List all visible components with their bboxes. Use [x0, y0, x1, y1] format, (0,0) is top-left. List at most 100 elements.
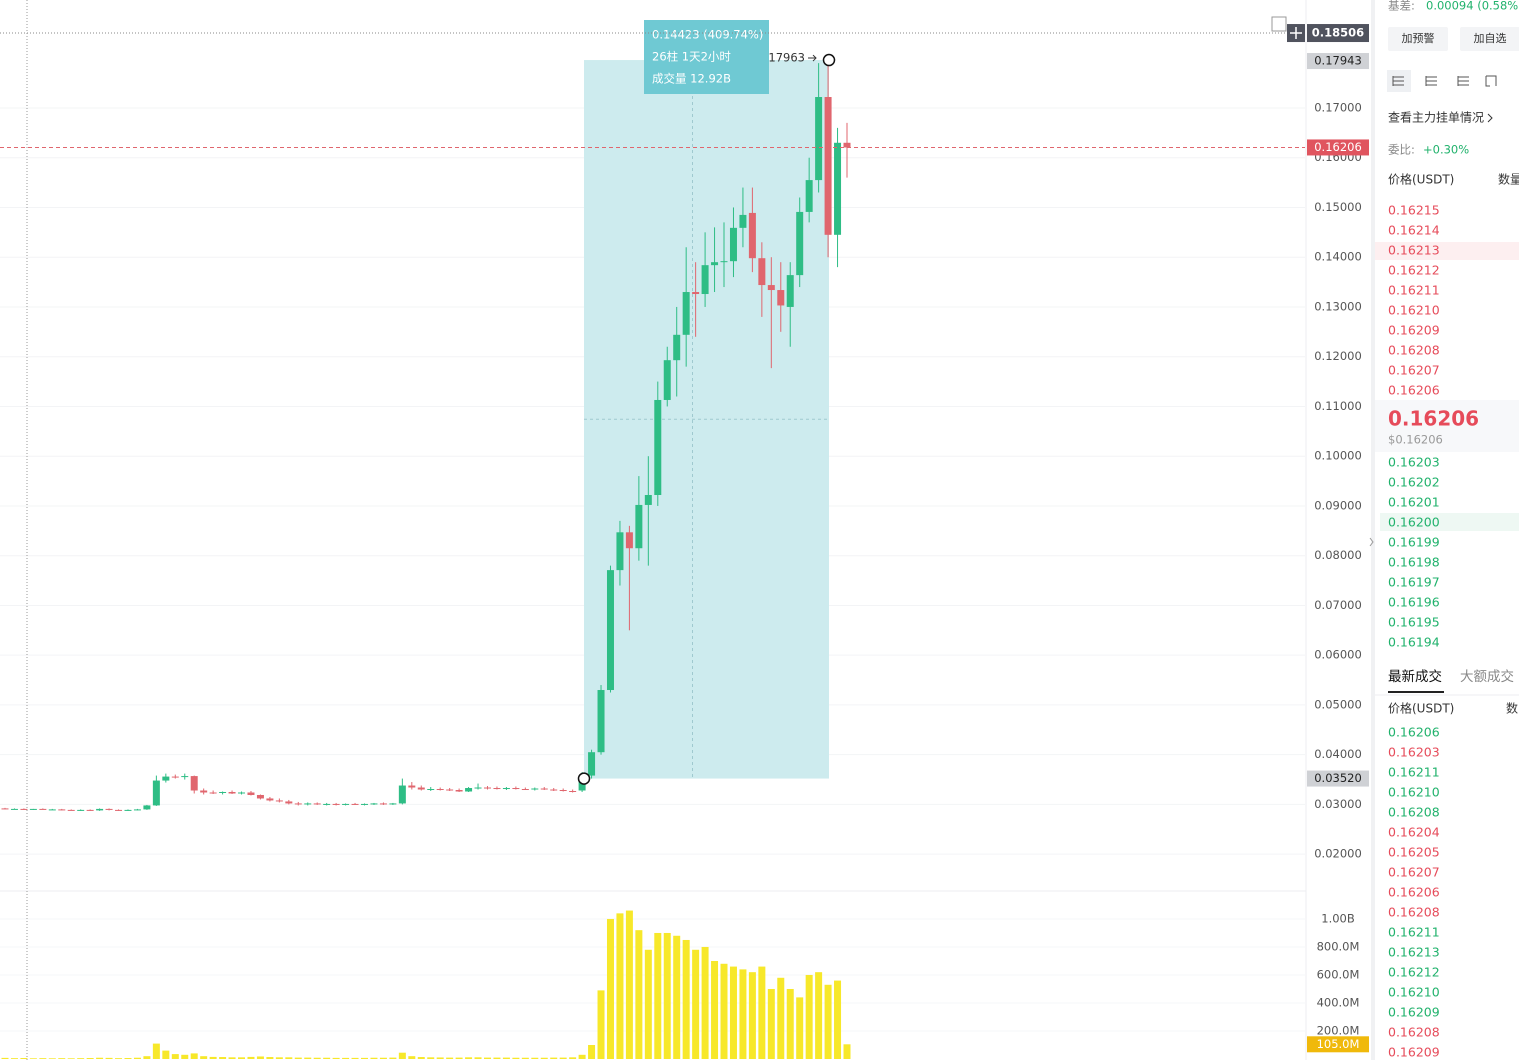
candle-body	[124, 809, 132, 811]
volume-bar	[143, 1056, 151, 1059]
volume-bar	[711, 960, 719, 1059]
trade-price: 0.16209	[1388, 1005, 1440, 1020]
measure-tooltip	[644, 20, 769, 94]
candle-body	[540, 788, 548, 790]
candle-body	[29, 808, 37, 810]
volume-bar	[20, 1058, 28, 1059]
volume-bar	[748, 972, 756, 1059]
volume-bar	[692, 949, 700, 1059]
candle-body	[531, 788, 539, 790]
volume-bar	[654, 932, 662, 1059]
candle-body	[824, 97, 832, 235]
candle-body	[398, 785, 406, 804]
candle-body	[673, 334, 681, 361]
icon-both[interactable]	[1392, 76, 1404, 86]
bid-price: 0.16199	[1388, 535, 1440, 550]
trade-price: 0.16212	[1388, 965, 1440, 980]
ask-price: 0.16211	[1388, 283, 1440, 298]
volume-bar	[408, 1056, 416, 1059]
icon-bids[interactable]	[1457, 76, 1469, 86]
order-link[interactable]: 查看主力挂单情况	[1388, 111, 1484, 125]
volume-bar	[48, 1058, 56, 1059]
bid-price: 0.16201	[1388, 495, 1440, 510]
candle-body	[200, 790, 208, 793]
volume-bar	[805, 974, 813, 1059]
measure-tooltip-line: 0.14423 (409.74%)	[652, 28, 763, 42]
volume-bar	[219, 1057, 227, 1059]
icon-asks[interactable]	[1425, 76, 1437, 86]
volume-bar	[436, 1057, 444, 1059]
trade-price: 0.16209	[1388, 1045, 1440, 1060]
volume-bar	[465, 1057, 473, 1059]
candle-body	[616, 532, 624, 571]
candle-body	[663, 360, 671, 400]
action-button-label[interactable]: 加自选	[1474, 32, 1507, 45]
y-tick-label: 0.17000	[1314, 100, 1362, 114]
trade-price: 0.16206	[1388, 725, 1440, 740]
last-price-usd: $0.16206	[1388, 433, 1443, 447]
candle-body	[682, 292, 690, 335]
link-arrow[interactable]	[1487, 113, 1493, 123]
candle-body	[521, 789, 529, 791]
candle-body	[446, 789, 454, 791]
measure-arrow	[808, 54, 817, 62]
candle-body	[39, 808, 47, 810]
trade-price: 0.16211	[1388, 765, 1440, 780]
candle-body	[644, 494, 652, 505]
candle-body	[285, 801, 293, 804]
candle-body	[758, 258, 766, 286]
volume-bar	[616, 913, 624, 1059]
trade-header-qty: 数	[1506, 701, 1518, 716]
icon-depth[interactable]	[1485, 75, 1497, 87]
candle-body	[96, 808, 104, 811]
measure-tooltip-line: 成交量 12.92B	[652, 72, 731, 86]
action-button[interactable]	[1460, 27, 1519, 51]
fullscreen-icon[interactable]	[1271, 16, 1287, 32]
volume-bar	[455, 1057, 463, 1059]
panel-divider	[1371, 0, 1375, 1060]
bid-price: 0.16195	[1388, 615, 1440, 630]
volume-bar	[777, 977, 785, 1059]
volume-bar	[351, 1057, 359, 1059]
candle-body	[379, 803, 387, 805]
y-tick-label: 0.15000	[1314, 200, 1362, 214]
volume-bar	[663, 932, 671, 1059]
candle-body	[370, 803, 378, 805]
volume-bar	[77, 1058, 85, 1059]
crosshair-tag	[1307, 24, 1369, 43]
volume-bar	[559, 1057, 567, 1059]
action-button[interactable]	[1388, 27, 1448, 51]
collapse-arrow[interactable]	[1369, 537, 1374, 547]
volume-bar	[796, 997, 804, 1059]
candle-body	[58, 809, 66, 811]
volume-bar	[256, 1056, 264, 1059]
candle-body	[748, 212, 756, 259]
measure-start[interactable]	[577, 772, 591, 785]
candle-body	[48, 809, 56, 811]
trade-price: 0.16211	[1388, 925, 1440, 940]
volume-bar	[550, 1057, 558, 1059]
action-button-label[interactable]: 加预警	[1402, 31, 1435, 45]
volume-bar	[625, 910, 633, 1059]
volume-bar	[843, 1044, 851, 1059]
crosshair-add-icon[interactable]	[1290, 27, 1302, 40]
measure-tooltip-line: 26柱 1天2小时	[652, 50, 731, 64]
candle-body	[171, 776, 179, 778]
candle-body	[190, 776, 198, 791]
candle-body	[275, 800, 283, 802]
volume-bar	[342, 1057, 350, 1059]
candle-body	[77, 809, 85, 811]
trade-tab[interactable]: 大额成交	[1460, 668, 1514, 685]
ask-price: 0.16215	[1388, 203, 1440, 218]
candle-body	[247, 792, 255, 795]
measure-high-label: 0.17963	[757, 51, 805, 65]
last-price-tag	[1307, 139, 1369, 156]
candle-body	[512, 788, 520, 790]
measure-end[interactable]	[822, 53, 836, 67]
trade-tab[interactable]: 最新成交	[1388, 668, 1442, 685]
candle-body	[767, 285, 775, 291]
trade-price: 0.16207	[1388, 865, 1440, 880]
candle-body	[559, 790, 567, 792]
candle-body	[569, 791, 577, 793]
volume-bar	[115, 1058, 123, 1059]
